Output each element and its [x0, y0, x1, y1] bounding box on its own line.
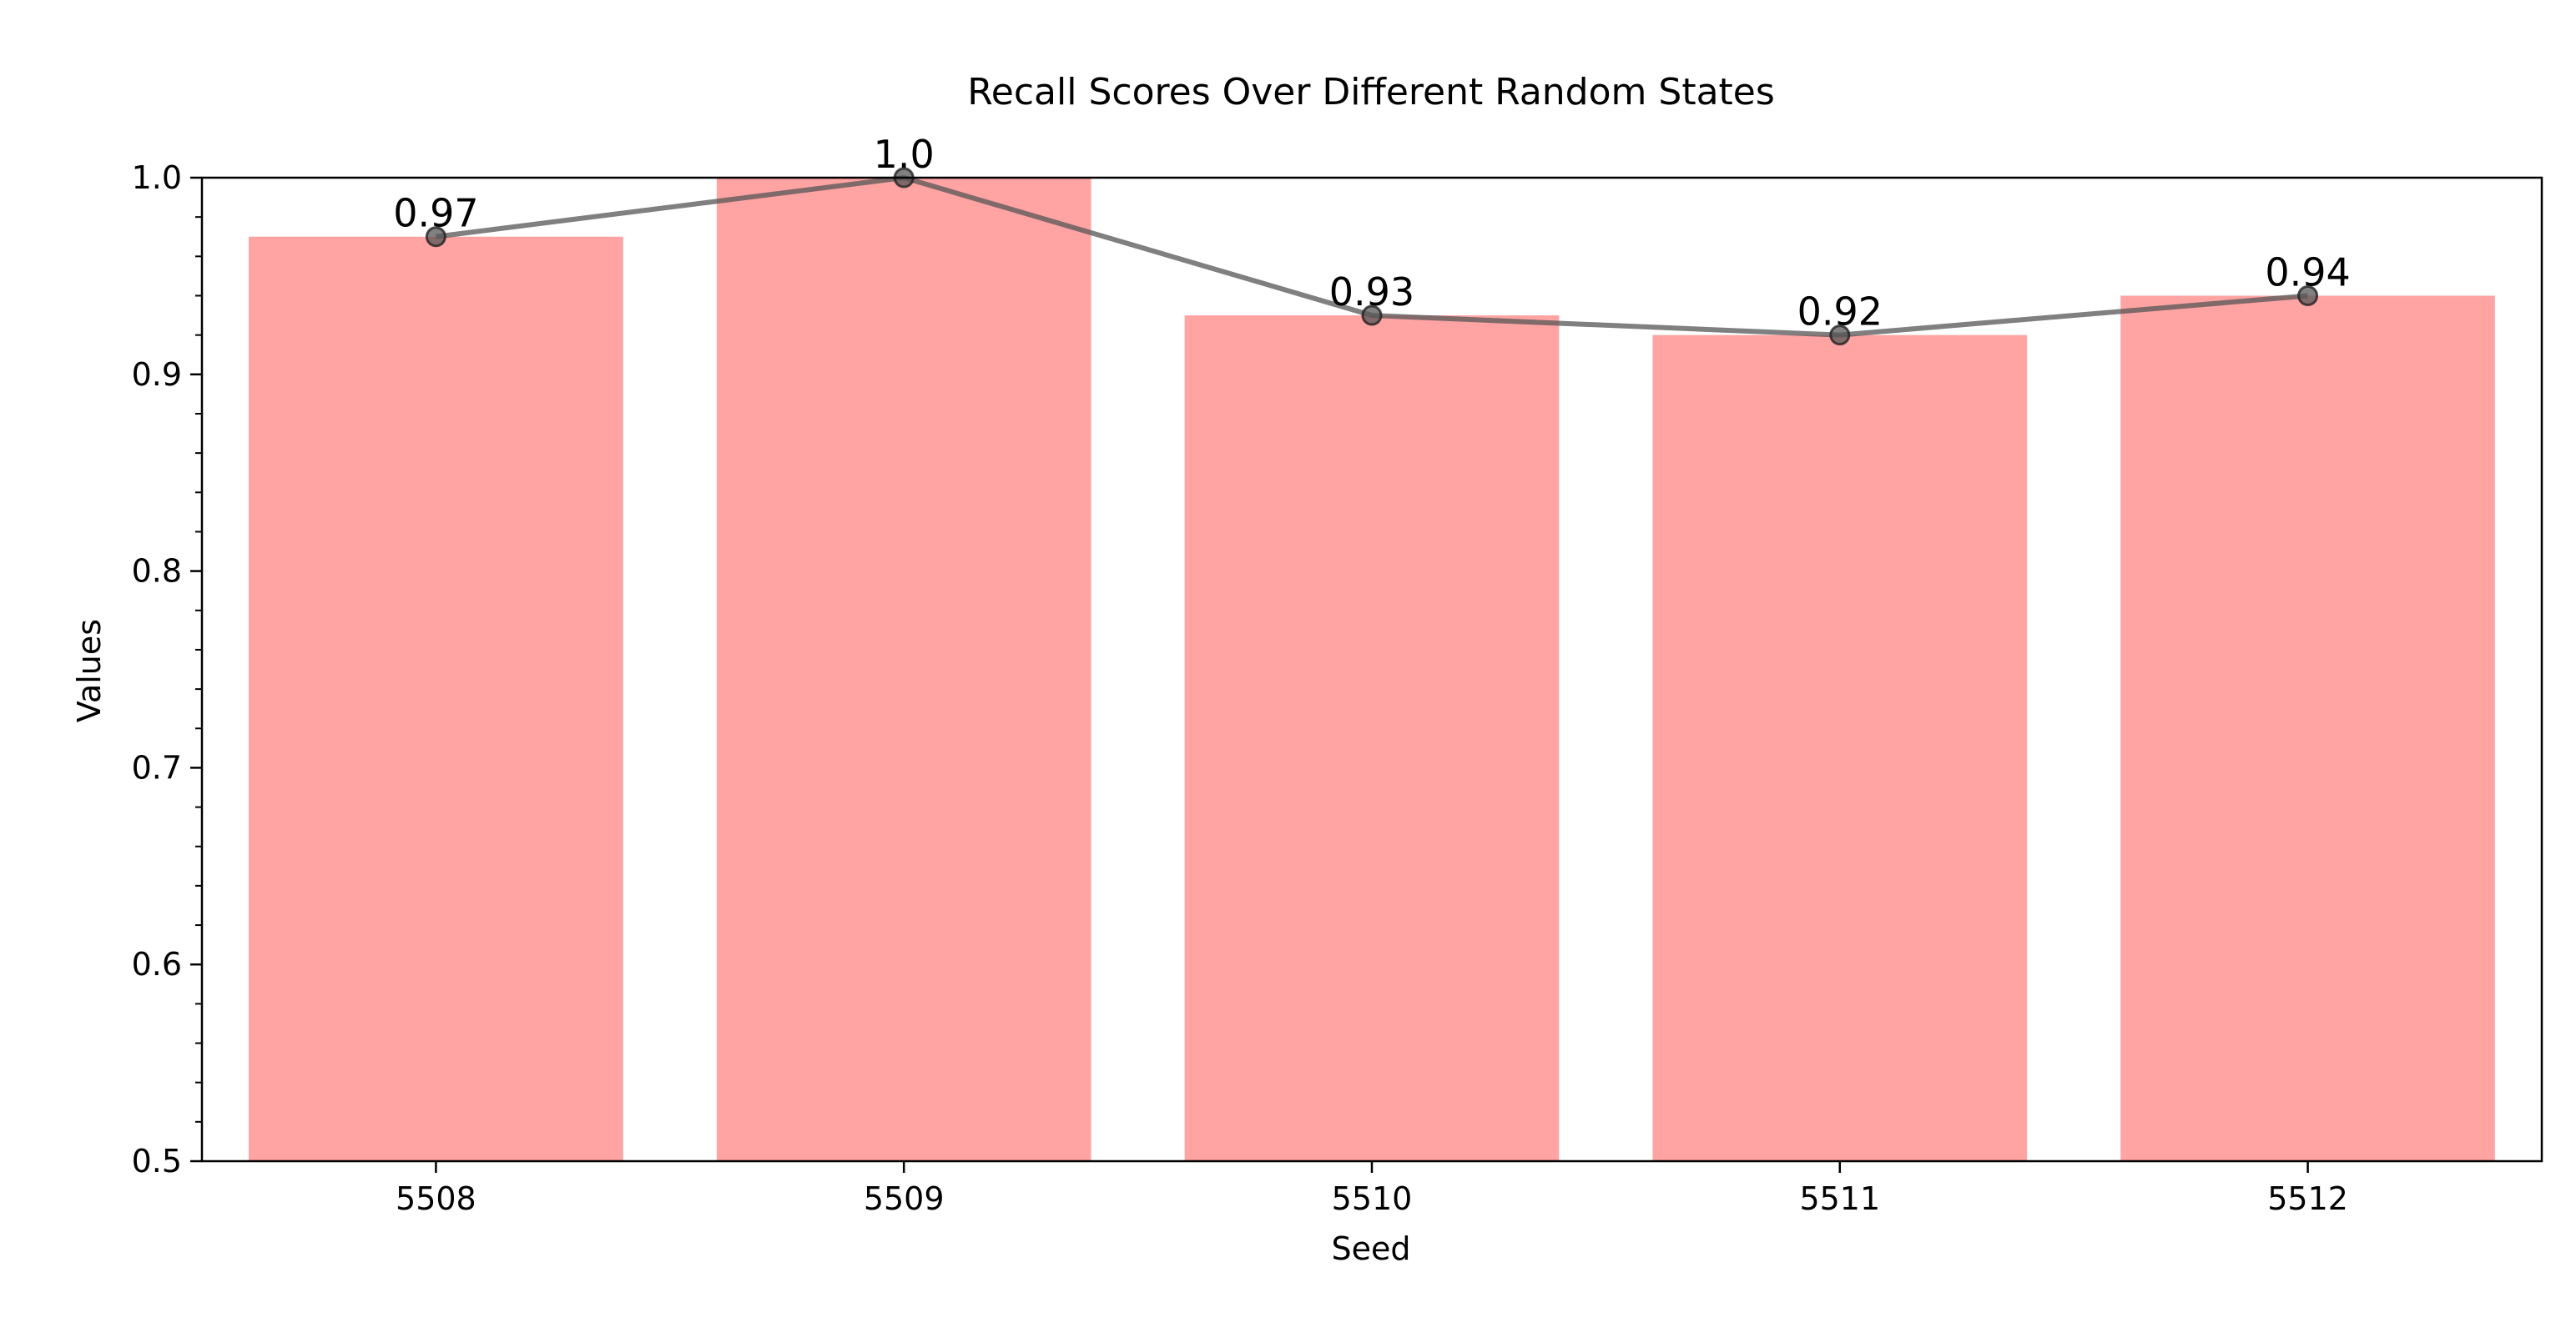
- bar-5510: [1184, 315, 1560, 1161]
- y-axis-label: Values: [71, 619, 108, 722]
- bar-5512: [2120, 295, 2495, 1162]
- y-tick-label: 0.6: [132, 946, 182, 983]
- x-tick-label-5510: 5510: [1332, 1180, 1413, 1217]
- y-tick-label: 1.0: [132, 159, 182, 196]
- line-point-5511: [1829, 324, 1851, 346]
- y-tick-label: 0.8: [132, 553, 182, 590]
- axes-layer: 0.5 0.6 0.7 0.8 0.9 1.0 5508 5509 5510 5511 5512: [132, 159, 2543, 1217]
- bar-5509: [716, 178, 1091, 1161]
- data-label-5511: 0.92: [1797, 289, 1883, 335]
- data-labels-layer: 0.97 1.0 0.93 0.92 0.94: [393, 132, 2351, 335]
- x-tick-label-5511: 5511: [1799, 1180, 1880, 1217]
- data-label-5512: 0.94: [2265, 249, 2350, 294]
- line-point-5510: [1361, 304, 1383, 326]
- chart-title: Recall Scores Over Different Random Stat…: [967, 71, 1775, 113]
- data-label-5508: 0.97: [393, 191, 478, 236]
- bar-5508: [249, 236, 623, 1161]
- line-point-5508: [425, 226, 446, 248]
- x-tick-label-5508: 5508: [396, 1180, 476, 1217]
- line-point-5512: [2297, 284, 2319, 306]
- y-tick-label: 0.9: [132, 356, 182, 393]
- x-tick-label-5512: 5512: [2267, 1180, 2348, 1217]
- x-tick-label-5509: 5509: [864, 1180, 945, 1217]
- bars-layer: [249, 178, 2495, 1162]
- line-layer: [425, 167, 2319, 346]
- y-tick-label: 0.7: [132, 749, 182, 786]
- data-label-5509: 1.0: [874, 132, 935, 177]
- x-axis-label: Seed: [1332, 1230, 1411, 1267]
- bar-5511: [1652, 335, 2028, 1161]
- data-label-5510: 0.93: [1329, 269, 1414, 314]
- y-tick-label: 0.5: [132, 1143, 182, 1180]
